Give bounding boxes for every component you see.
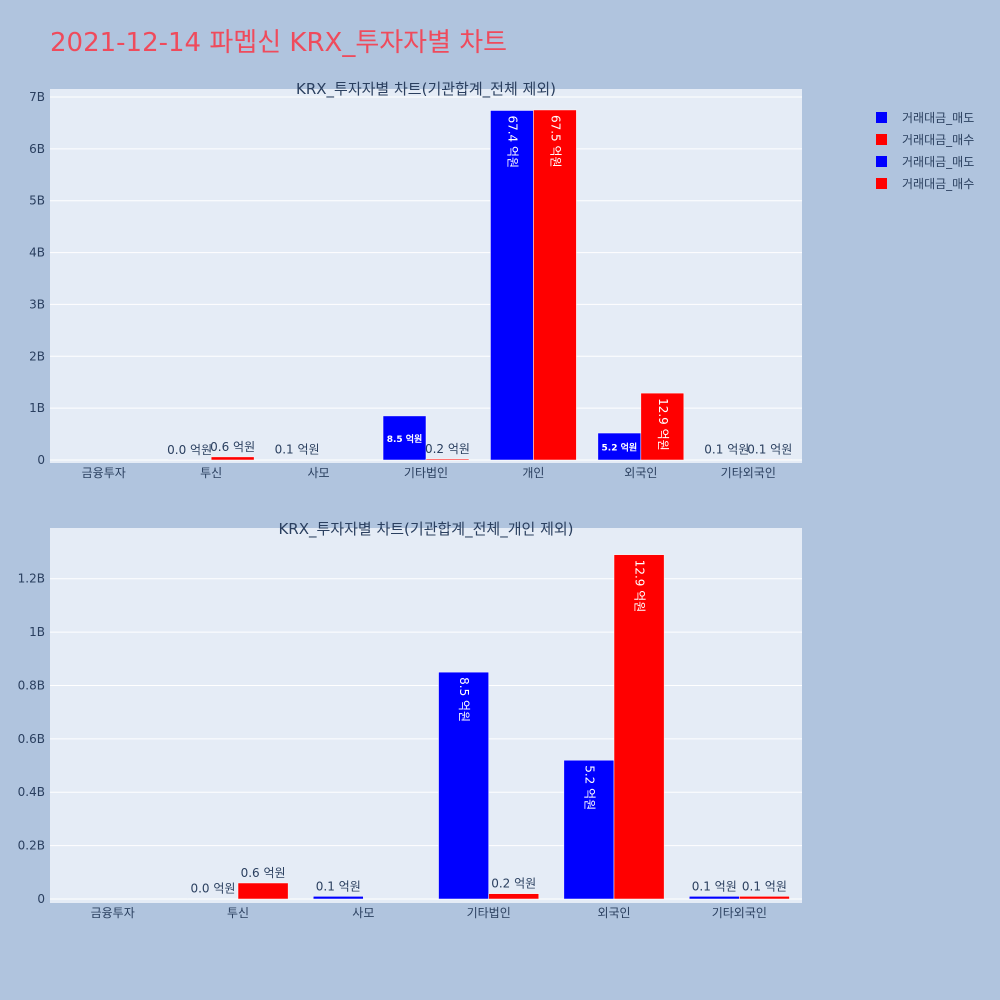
y-tick-label: 1B: [29, 625, 45, 639]
data-label: 0.1 억원: [692, 879, 737, 893]
plot-area: [50, 89, 802, 463]
data-label: 0.1 억원: [747, 442, 792, 456]
legend-item[interactable]: 거래대금_매도: [876, 106, 974, 128]
data-label: 0.2 억원: [491, 877, 536, 891]
legend-label: 거래대금_매도: [902, 154, 975, 169]
legend-label: 거래대금_매수: [902, 132, 975, 147]
legend[interactable]: 거래대금_매도 거래대금_매수 거래대금_매도 거래대금_매수: [876, 106, 974, 194]
bar: [640, 392, 685, 461]
bar: [613, 554, 665, 900]
data-label: 0.6 억원: [210, 440, 255, 454]
x-tick-label: 금융투자: [82, 466, 126, 480]
data-label: 0.2 억원: [425, 442, 470, 456]
data-label: 67.4 억원: [505, 115, 519, 168]
bar: [748, 459, 792, 461]
y-tick-label: 1B: [29, 401, 45, 415]
bar: [382, 415, 427, 461]
data-label: 5.2 억원: [582, 765, 596, 810]
x-tick-label: 사모: [308, 466, 330, 480]
x-tick-label: 외국인: [624, 466, 657, 480]
y-tick-label: 3B: [29, 297, 45, 311]
data-label: 0.1 억원: [275, 442, 320, 456]
x-tick-label: 투신: [200, 466, 222, 480]
data-label: 0.6 억원: [241, 866, 286, 880]
plot-area: [50, 528, 802, 903]
data-label: 0.1 억원: [742, 879, 787, 893]
y-tick-label: 0.8B: [18, 678, 45, 692]
bar: [488, 893, 540, 900]
x-tick-label: 기타외국인: [721, 466, 776, 480]
bar: [210, 456, 255, 461]
bar: [563, 759, 615, 900]
y-tick-label: 0.6B: [18, 732, 45, 746]
x-tick-label: 금융투자: [91, 906, 135, 920]
y-tick-label: 0: [37, 892, 45, 906]
bar: [533, 109, 577, 461]
y-tick-label: 4B: [29, 246, 45, 260]
bar: [705, 459, 749, 461]
data-label: 12.9 억원: [633, 560, 647, 613]
legend-swatch: [876, 155, 887, 167]
y-tick-label: 5B: [29, 194, 45, 208]
data-label: 0.0 억원: [190, 882, 235, 896]
data-label: 67.5 억원: [548, 115, 562, 168]
bar: [438, 671, 489, 900]
y-tick-label: 6B: [29, 142, 45, 156]
bar: [312, 896, 364, 900]
bar: [490, 110, 534, 461]
y-tick-label: 0: [37, 453, 45, 467]
legend-label: 거래대금_매수: [902, 176, 975, 191]
legend-item[interactable]: 거래대금_매수: [876, 128, 974, 150]
chart-title: KRX_투자자별 차트(기관합계_전체 제외): [296, 80, 556, 99]
legend-swatch: [876, 177, 887, 189]
y-tick-label: 2B: [29, 349, 45, 363]
y-tick-label: 1.2B: [18, 572, 45, 586]
x-tick-label: 외국인: [597, 906, 630, 920]
page-title: 2021-12-14 파멥신 KRX_투자자별 차트: [50, 28, 508, 58]
data-label: 0.0 억원: [167, 443, 212, 457]
x-tick-label: 기타법인: [404, 466, 448, 480]
legend-label: 거래대금_매도: [902, 110, 975, 125]
data-label: 8.5 억원: [457, 677, 471, 722]
x-tick-label: 기타외국인: [712, 906, 767, 920]
y-tick-label: 0.2B: [18, 839, 45, 853]
bar: [425, 458, 470, 461]
data-label: 0.1 억원: [704, 442, 749, 456]
data-label: 8.5 억원: [387, 433, 423, 445]
legend-item[interactable]: 거래대금_매도: [876, 150, 974, 172]
bar: [739, 896, 790, 900]
y-tick-label: 0.4B: [18, 785, 45, 799]
legend-swatch: [876, 111, 887, 123]
bar: [237, 882, 289, 900]
data-label: 12.9 억원: [656, 398, 670, 451]
x-tick-label: 사모: [352, 906, 374, 920]
x-tick-label: 개인: [522, 466, 544, 480]
legend-swatch: [876, 133, 887, 145]
bar: [597, 432, 642, 461]
y-tick-label: 7B: [29, 90, 45, 104]
data-label: 5.2 억원: [602, 442, 638, 454]
x-tick-label: 기타법인: [467, 906, 511, 920]
data-label: 0.1 억원: [316, 879, 361, 893]
bar: [275, 459, 319, 461]
legend-item[interactable]: 거래대금_매수: [876, 172, 974, 194]
chart-title: KRX_투자자별 차트(기관합계_전체_개인 제외): [278, 520, 573, 539]
bar: [688, 896, 740, 900]
x-tick-label: 투신: [227, 906, 249, 920]
